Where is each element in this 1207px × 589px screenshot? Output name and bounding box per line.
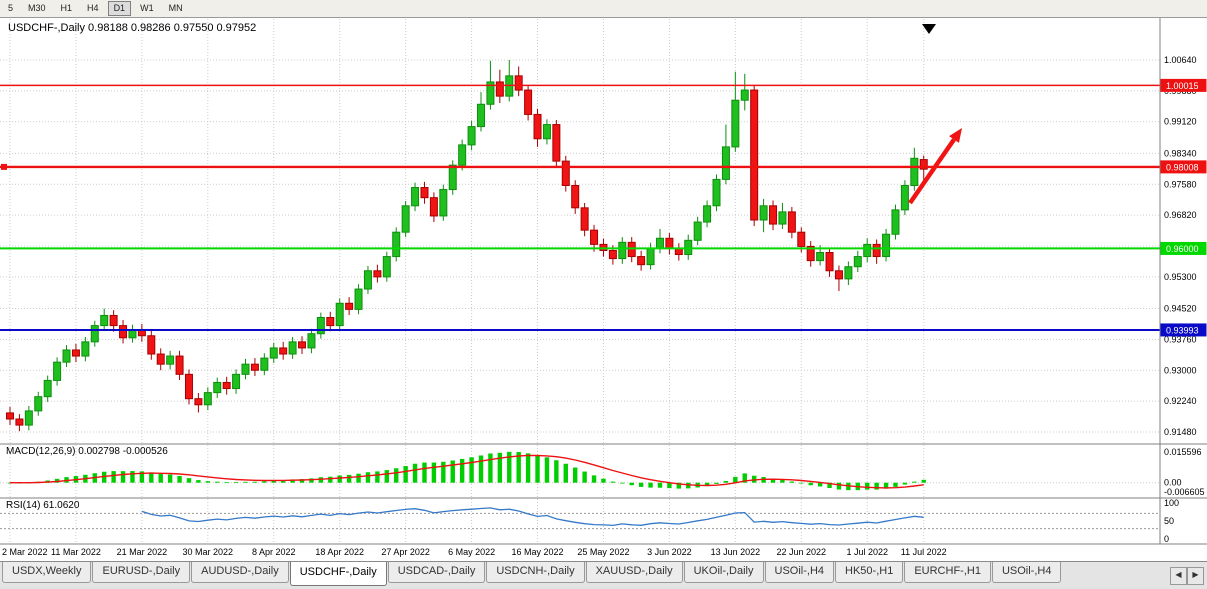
down-arrow-marker[interactable]	[922, 24, 936, 34]
svg-text:30 Mar 2022: 30 Mar 2022	[183, 547, 234, 557]
chart-window: 1.006400.998800.991200.983400.975800.968…	[0, 18, 1207, 561]
svg-text:13 Jun 2022: 13 Jun 2022	[711, 547, 761, 557]
chart-tab-eurusd-daily[interactable]: EURUSD-,Daily	[92, 562, 191, 583]
svg-text:0: 0	[1164, 534, 1169, 544]
svg-text:0.96820: 0.96820	[1164, 210, 1197, 220]
chart-tab-usdx-weekly[interactable]: USDX,Weekly	[2, 562, 92, 583]
svg-text:50: 50	[1164, 516, 1174, 526]
svg-text:0.98008: 0.98008	[1166, 162, 1199, 172]
svg-text:1.00015: 1.00015	[1166, 81, 1199, 91]
tab-scroll-left-button[interactable]: ◀	[1170, 567, 1187, 585]
rsi-line	[141, 507, 924, 527]
price-marker-0.96000: 0.96000	[1160, 241, 1207, 255]
svg-text:22 Jun 2022: 22 Jun 2022	[777, 547, 827, 557]
svg-text:11 Jul 2022: 11 Jul 2022	[901, 547, 947, 557]
svg-text:0.97580: 0.97580	[1164, 179, 1197, 189]
chart-tab-usdcad-daily[interactable]: USDCAD-,Daily	[387, 562, 486, 583]
svg-text:0.93000: 0.93000	[1164, 365, 1197, 375]
svg-text:0.93760: 0.93760	[1164, 334, 1197, 344]
timeframe-button-mn[interactable]: MN	[168, 3, 183, 13]
svg-text:3 Jun 2022: 3 Jun 2022	[647, 547, 692, 557]
chart-tab-hk50-h1[interactable]: HK50-,H1	[835, 562, 904, 583]
trend-arrow[interactable]	[908, 128, 962, 205]
svg-text:0.96000: 0.96000	[1166, 244, 1199, 254]
svg-text:11 Mar 2022: 11 Mar 2022	[51, 547, 101, 557]
price-marker-0.98008: 0.98008	[1160, 160, 1207, 174]
timeframe-button-w1[interactable]: W1	[140, 3, 154, 13]
chart-tab-ukoil-daily[interactable]: UKOil-,Daily	[683, 562, 764, 583]
macd-signal-line	[10, 454, 924, 489]
svg-text:1.00640: 1.00640	[1164, 55, 1197, 65]
timeframe-toolbar: 5 M30 H1 H4 D1 W1 MN	[0, 0, 1207, 18]
svg-text:0.98340: 0.98340	[1164, 148, 1197, 158]
svg-text:0.015596: 0.015596	[1164, 447, 1202, 457]
svg-text:8 Apr 2022: 8 Apr 2022	[252, 547, 296, 557]
timeframe-button-h1[interactable]: H1	[60, 3, 73, 13]
svg-text:21 Mar 2022: 21 Mar 2022	[117, 547, 168, 557]
svg-text:0.94520: 0.94520	[1164, 304, 1197, 314]
svg-text:2 Mar 2022: 2 Mar 2022	[2, 547, 48, 557]
timeframe-button-h4[interactable]: H4	[87, 3, 99, 13]
svg-text:0.93993: 0.93993	[1166, 325, 1199, 335]
svg-text:0.00: 0.00	[1164, 478, 1182, 488]
svg-text:6 May 2022: 6 May 2022	[448, 547, 495, 557]
svg-text:18 Apr 2022: 18 Apr 2022	[315, 547, 364, 557]
chart-tab-usdchf-daily[interactable]: USDCHF-,Daily	[289, 562, 387, 586]
price-marker-0.93993: 0.93993	[1160, 323, 1207, 337]
timeframe-button-m30[interactable]: M30	[28, 3, 46, 13]
chart-tab-audusd-daily[interactable]: AUDUSD-,Daily	[191, 562, 289, 583]
timeframe-button-d1[interactable]: D1	[107, 1, 132, 16]
svg-text:0.91480: 0.91480	[1164, 427, 1197, 437]
time-axis[interactable]: 2 Mar 2022 11 Mar 2022 21 Mar 2022 30 Mar 2…	[2, 547, 947, 557]
candles-layer	[6, 60, 928, 432]
chart-tab-xauusd-daily[interactable]: XAUUSD-,Daily	[585, 562, 683, 583]
chart-tab-usdcnh-daily[interactable]: USDCNH-,Daily	[486, 562, 585, 583]
chart-canvas[interactable]: 1.006400.998800.991200.983400.975800.968…	[0, 18, 1207, 561]
grid-lines	[0, 19, 1160, 544]
price-marker-1.00015: 1.00015	[1160, 78, 1207, 92]
svg-text:1 Jul 2022: 1 Jul 2022	[846, 547, 888, 557]
hline-0.98008[interactable]	[0, 163, 1160, 170]
chart-tab-usoil-h4[interactable]: USOil-,H4	[764, 562, 835, 583]
svg-text:100: 100	[1164, 498, 1179, 508]
svg-text:0.99120: 0.99120	[1164, 117, 1197, 127]
svg-text:-0.006605: -0.006605	[1164, 487, 1205, 497]
tab-scroll-right-button[interactable]: ▶	[1187, 567, 1204, 585]
svg-text:0.95300: 0.95300	[1164, 272, 1197, 282]
timeframe-button-5[interactable]: 5	[8, 3, 14, 13]
chart-tab-bar: USDX,Weekly EURUSD-,Daily AUDUSD-,Daily USD…	[0, 561, 1207, 589]
svg-text:0.92240: 0.92240	[1164, 396, 1197, 406]
chart-tab-usoil-h4[interactable]: USOil-,H4	[991, 562, 1062, 583]
svg-text:27 Apr 2022: 27 Apr 2022	[381, 547, 430, 557]
svg-text:16 May 2022: 16 May 2022	[511, 547, 563, 557]
svg-text:25 May 2022: 25 May 2022	[577, 547, 629, 557]
chart-tab-eurchf-h1[interactable]: EURCHF-,H1	[904, 562, 991, 583]
